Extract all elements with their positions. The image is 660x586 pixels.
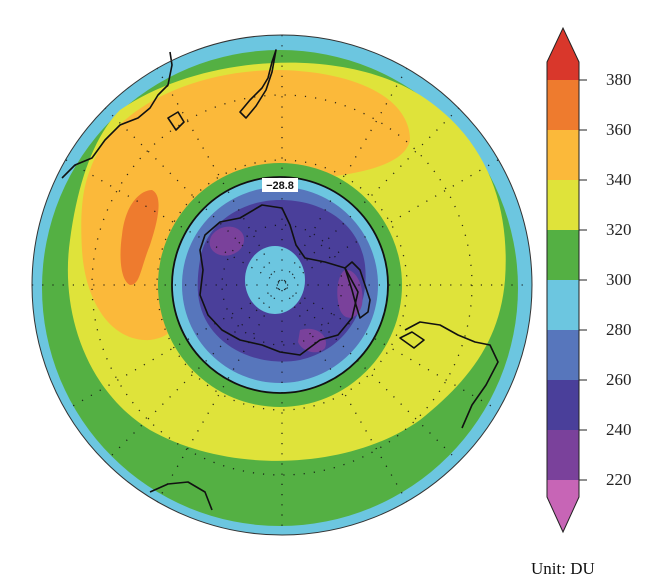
colorbar-tick-label: 340 <box>606 170 632 189</box>
colorbar-outline <box>546 26 580 534</box>
contour-label: −28.8 <box>266 180 294 192</box>
colorbar-tick-label: 300 <box>606 270 632 289</box>
vortex-band-220-240 <box>209 226 245 256</box>
colorbar-segment <box>547 180 579 230</box>
colorbar-segment <box>547 230 579 280</box>
australia-coastline <box>61 51 173 179</box>
colorbar-arrow-bottom <box>547 497 579 532</box>
new-zealand-coastline <box>239 49 277 119</box>
unit-label: Unit: DU <box>531 559 595 578</box>
colorbar-tick-label: 220 <box>606 470 632 489</box>
colorbar <box>546 26 587 534</box>
colorbar-segment <box>547 62 579 80</box>
colorbar-tick-label: 320 <box>606 220 632 239</box>
colorbar-tick-label: 260 <box>606 370 632 389</box>
colorbar-segment <box>547 380 579 430</box>
colorbar-segment <box>547 480 579 497</box>
colorbar-segment <box>547 280 579 330</box>
colorbar-segment <box>547 430 579 480</box>
vortex-contour-line <box>171 176 389 394</box>
colorbar-segment <box>547 330 579 380</box>
colorbar-arrow-top <box>547 28 579 62</box>
colorbar-segment <box>547 130 579 180</box>
tierra-del-fuego-coastline <box>399 331 425 349</box>
vortex-core-280-300 <box>245 246 305 314</box>
graticule <box>32 35 532 535</box>
ozone-band-360-380 <box>120 190 159 285</box>
tasmania-coastline <box>167 111 185 131</box>
antarctic-peninsula-coastline <box>344 261 371 319</box>
coastlines <box>61 49 499 511</box>
vortex-band-220-240 <box>298 328 326 353</box>
colorbar-tick-label: 240 <box>606 420 632 439</box>
south-america-coastline <box>404 321 499 429</box>
map-boundary <box>31 34 533 536</box>
colorbar-tick-label: 360 <box>606 120 632 139</box>
colorbar-tick-label: 380 <box>606 70 632 89</box>
colorbar-segment <box>547 80 579 130</box>
contour-label-box <box>262 178 298 192</box>
africa-coastline <box>149 481 213 511</box>
antarctica-coastline <box>199 204 359 356</box>
colorbar-tick-label: 280 <box>606 320 632 339</box>
